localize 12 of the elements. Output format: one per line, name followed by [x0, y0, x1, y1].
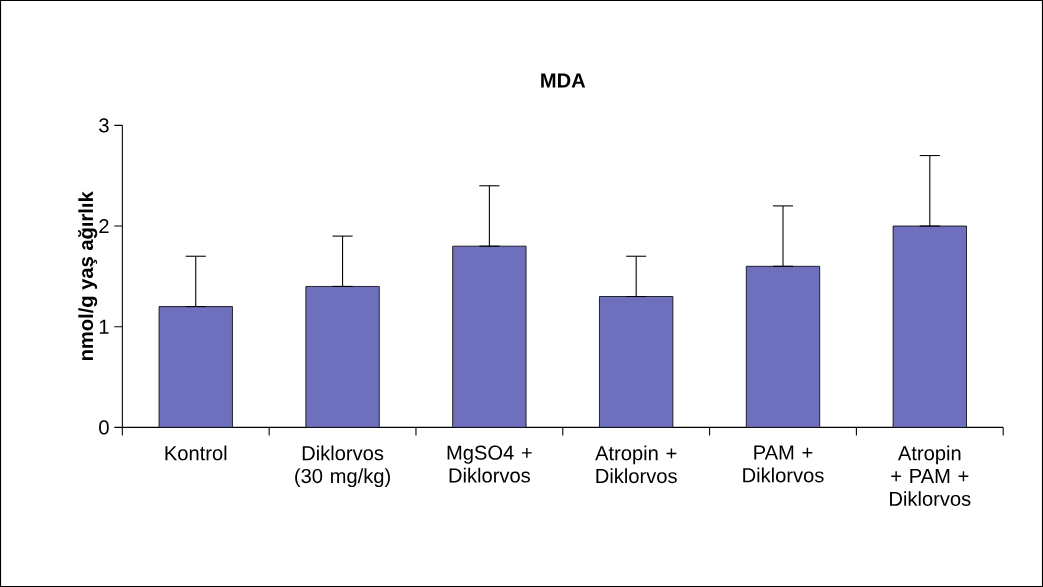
- x-tick-label: Diklorvos (30 mg/kg): [295, 445, 390, 488]
- x-tick-label: MgSO4 + Diklorvos: [447, 445, 532, 483]
- x-tick-label: PAM + Diklorvos: [743, 445, 824, 483]
- x-tick-label: Atropin + PAM + Diklorvos: [890, 445, 971, 506]
- y-tick-label: 0: [99, 420, 109, 435]
- x-tick-label: Kontrol: [165, 445, 227, 461]
- y-tick-label: 1: [99, 319, 109, 334]
- y-tick-label: 3: [99, 118, 109, 133]
- x-tick-label: Atropin + Diklorvos: [595, 445, 677, 484]
- chart-title: MDA: [541, 73, 586, 88]
- y-axis-title: nmol/g yaş ağırlık: [78, 191, 98, 361]
- y-tick-label: 2: [99, 219, 109, 234]
